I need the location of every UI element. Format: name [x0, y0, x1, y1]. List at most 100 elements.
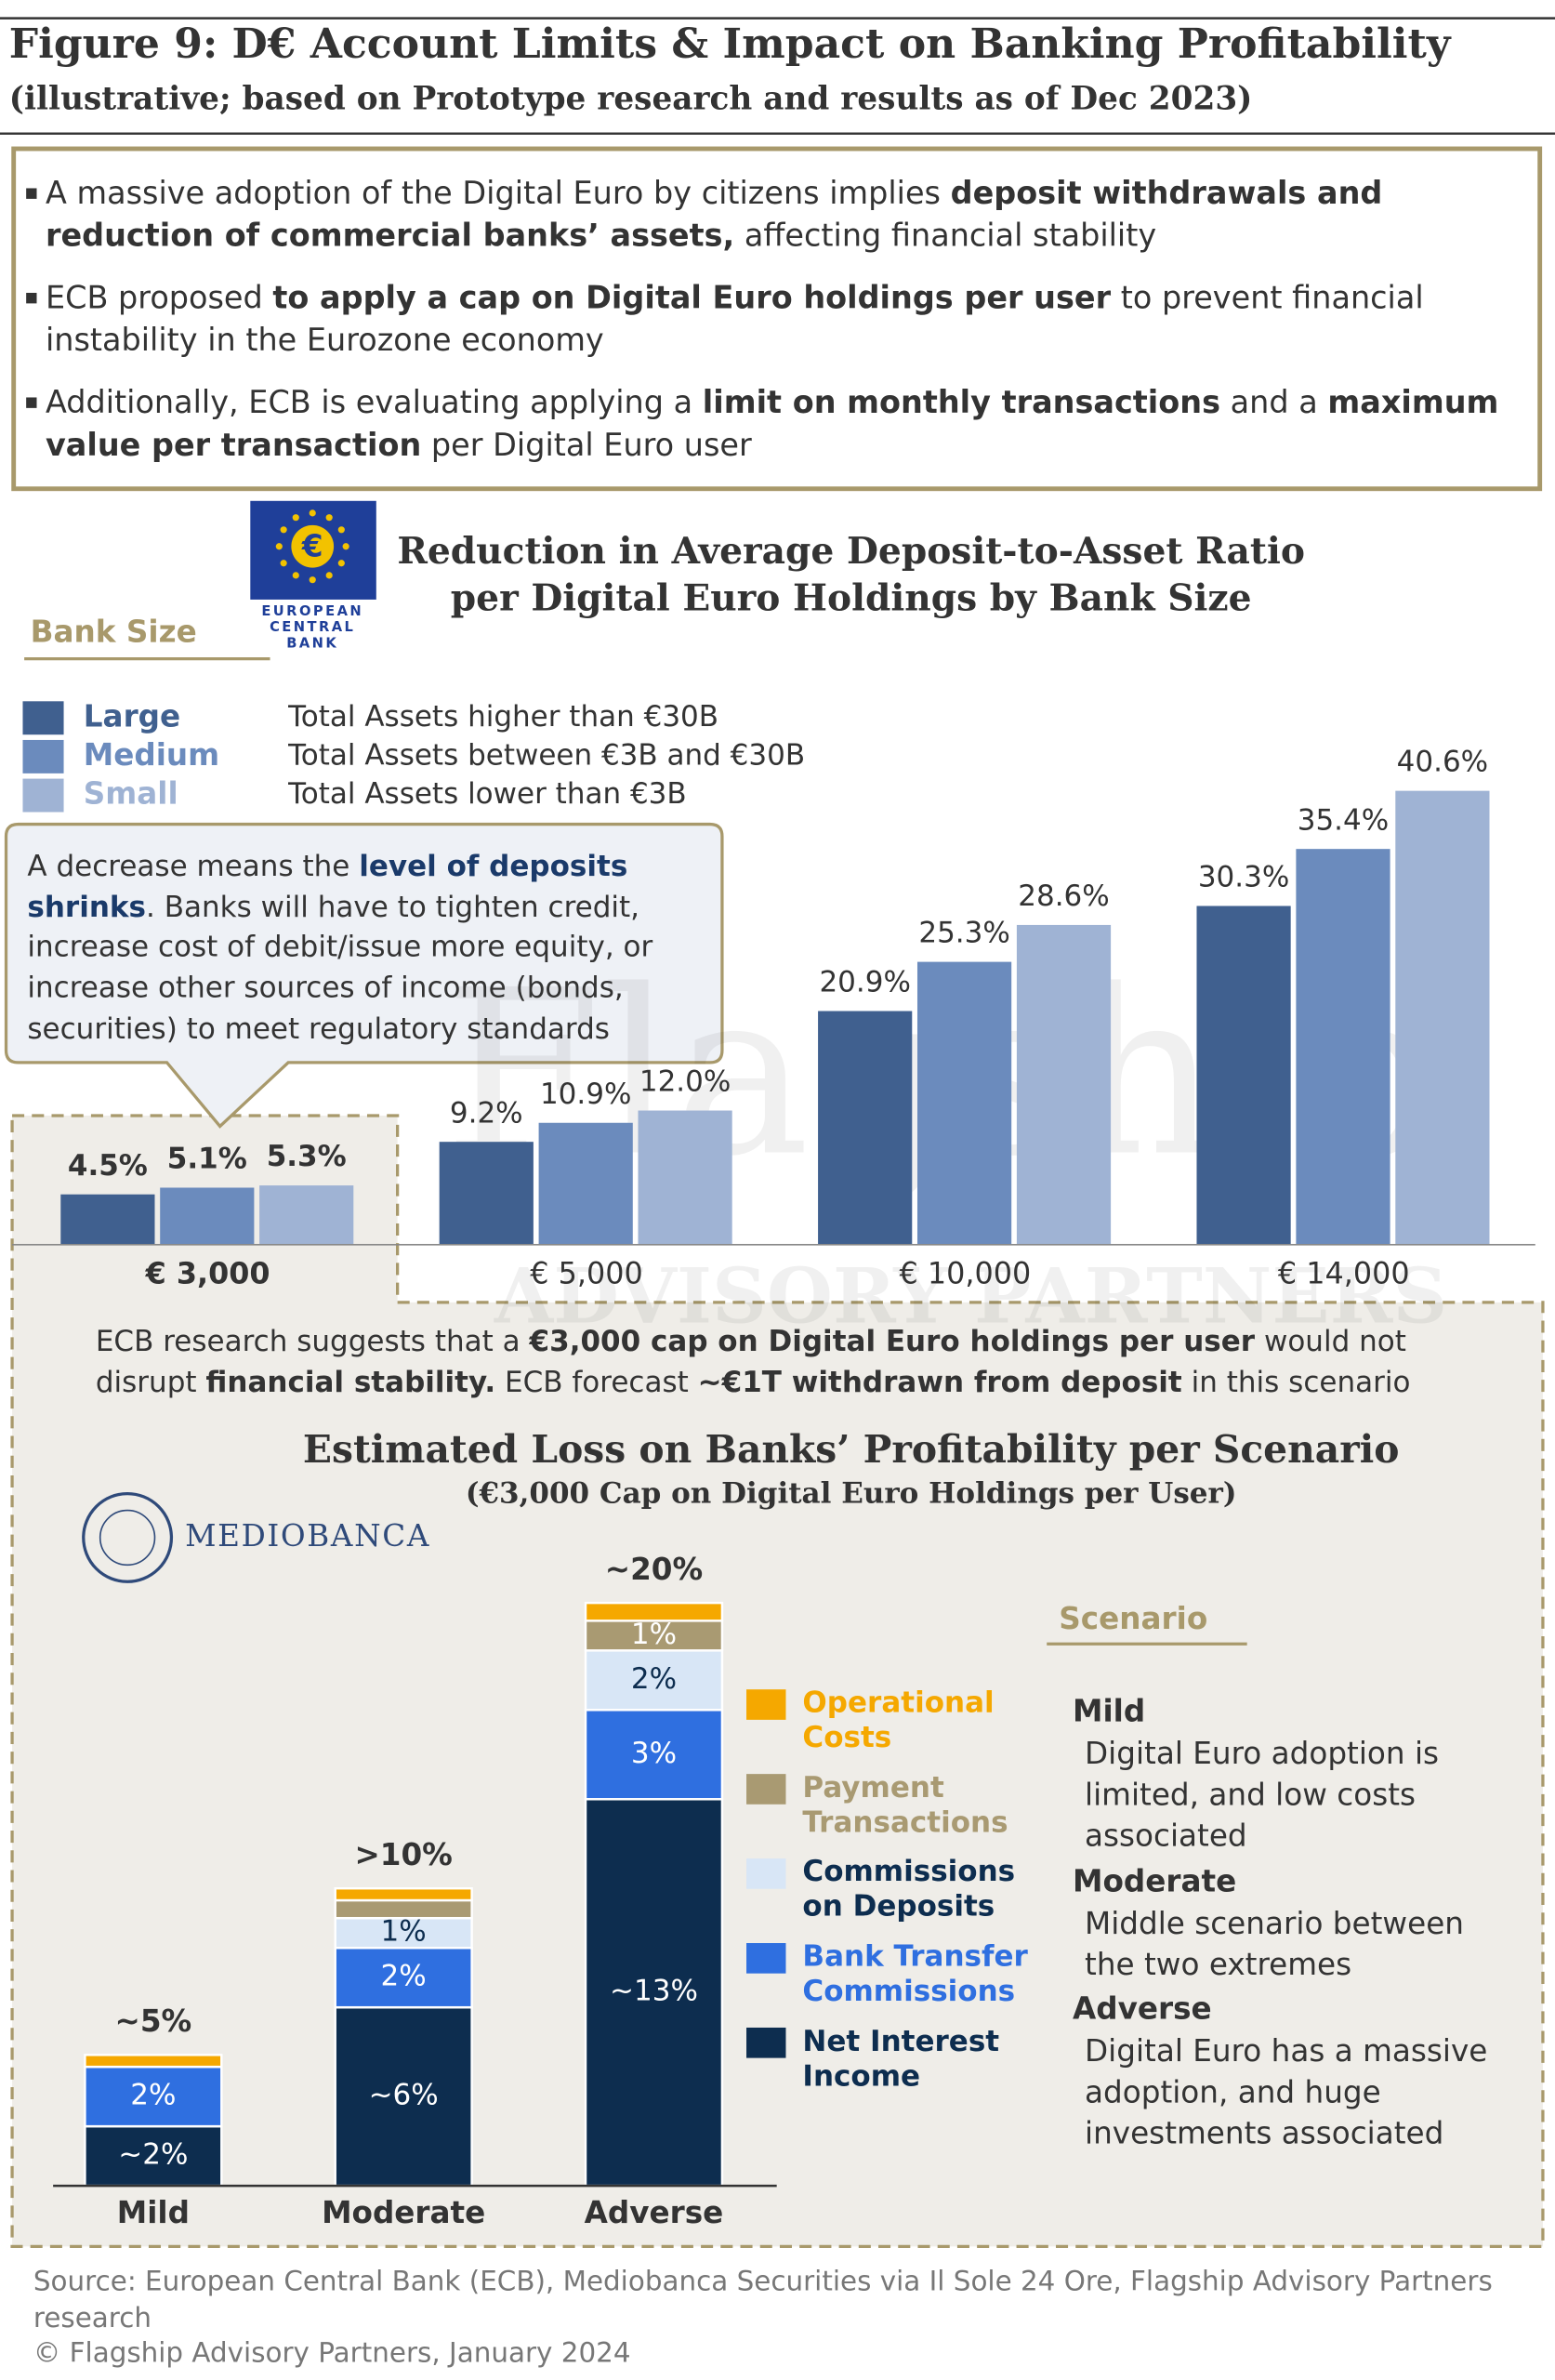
text: would not disrupt: [95, 1325, 1406, 1400]
x-tick-label: Mild: [117, 2195, 190, 2230]
text: Additionally, ECB is evaluating applying…: [45, 384, 703, 421]
scenario-name: Moderate: [1072, 1862, 1237, 1899]
legend-swatch: [746, 1774, 786, 1805]
bullet-text: A massive adoption of the Digital Euro b…: [46, 171, 1524, 256]
legend-label: Bank Transfer Commissions: [802, 1939, 1028, 2009]
bold-text: to apply a cap on Digital Euro holdings …: [272, 279, 1112, 316]
bar: [60, 1194, 155, 1245]
total-label: ~5%: [114, 2003, 191, 2039]
bar-segment: [334, 1946, 473, 2009]
text: in this scenario: [1181, 1366, 1411, 1400]
legend-swatch: [22, 701, 64, 735]
logo-star: [309, 509, 316, 517]
segment-label: ~13%: [610, 1975, 698, 2008]
logo-star: [280, 560, 287, 567]
value-label: 30.3%: [1198, 861, 1289, 894]
chart-subtitle: (€3,000 Cap on Digital Euro Holdings per…: [466, 1477, 1237, 1511]
bar-segment: [584, 1620, 724, 1652]
total-label: >10%: [354, 1837, 452, 1872]
segment-label: 3%: [631, 1737, 677, 1770]
source: Source: European Central Bank (ECB), Med…: [33, 2266, 1493, 2334]
text: A decrease means the: [27, 850, 360, 884]
legend-description: Total Assets between €3B and €30B: [287, 738, 805, 772]
logo-star: [292, 572, 299, 579]
logo-star: [280, 526, 287, 534]
segment-label: 1%: [631, 1618, 677, 1651]
logo-star: [337, 560, 345, 567]
legend-swatch: [746, 1858, 786, 1889]
bar: [538, 1122, 633, 1245]
text: and a: [1220, 384, 1328, 421]
x-tick-label: € 10,000: [900, 1255, 1032, 1290]
logo-circle: [291, 524, 335, 568]
text: . Banks will have to tighten credit, inc…: [27, 890, 653, 1046]
bar-segment: [334, 1886, 473, 1902]
value-label: 5.3%: [267, 1140, 347, 1173]
bar: [1395, 790, 1490, 1245]
legend-swatch: [22, 739, 64, 774]
bold-text: financial stability.: [205, 1366, 496, 1400]
mediobanca-logo: [82, 1491, 174, 1583]
chart-title: Reduction in Average Deposit-to-Asset Ra…: [397, 530, 1305, 573]
text: ECB forecast: [495, 1366, 698, 1400]
segment-label: 2%: [130, 2079, 176, 2112]
bold-text: maximum value per transaction: [45, 384, 1499, 463]
bold-text: level of deposits shrinks: [27, 850, 628, 924]
segment-label: 2%: [631, 1662, 677, 1696]
bold-text: deposit withdrawals and reduction of com…: [45, 174, 1383, 254]
bar: [439, 1142, 534, 1245]
logo-star: [309, 576, 316, 584]
legend-label: Medium: [84, 737, 219, 773]
logo-star: [325, 514, 333, 522]
logo-star: [337, 526, 345, 534]
chart-title: Estimated Loss on Banks’ Profitability p…: [303, 1427, 1400, 1472]
total-label: ~20%: [605, 1552, 703, 1587]
legend-label: Large: [84, 698, 180, 734]
legend-swatch: [22, 778, 64, 813]
x-tick-label: € 3,000: [145, 1255, 270, 1290]
scenario-description: Digital Euro has a massive adoption, and…: [1085, 2032, 1488, 2151]
bullet-marker: ▪: [24, 180, 39, 205]
note-text: ECB research suggests that a €3,000 cap …: [96, 1322, 1492, 1404]
segment-label: 1%: [381, 1915, 427, 1949]
value-label: 4.5%: [68, 1149, 148, 1183]
logo-ring: [82, 1491, 174, 1583]
bar-segment: [584, 1798, 724, 2188]
bold-text: ~€1T withdrawn from deposit: [697, 1366, 1182, 1400]
x-tick-label: € 14,000: [1278, 1255, 1410, 1290]
logo-text: CENTRAL: [270, 619, 355, 635]
legend-swatch: [746, 2027, 786, 2058]
x-tick-label: Adverse: [585, 2195, 724, 2230]
bar-segment: [584, 1649, 724, 1712]
value-label: 12.0%: [639, 1065, 731, 1099]
x-tick-label: € 5,000: [530, 1255, 642, 1290]
value-label: 40.6%: [1397, 746, 1488, 779]
bar-segment: [84, 2054, 223, 2069]
bullet-text: ECB proposed to apply a cap on Digital E…: [46, 276, 1524, 361]
bullet-box: [11, 146, 1543, 492]
legend-swatch: [746, 1689, 786, 1720]
bar: [1016, 924, 1112, 1245]
segment-label: 2%: [381, 1960, 427, 1993]
bar: [638, 1110, 732, 1245]
bar: [818, 1011, 913, 1245]
text: A massive adoption of the Digital Euro b…: [45, 174, 951, 211]
bar: [160, 1187, 255, 1245]
legend-label: Net Interest Income: [802, 2024, 1000, 2094]
bullet-marker: ▪: [24, 284, 39, 311]
bar-segment: [334, 1916, 473, 1950]
logo-star: [342, 543, 349, 550]
scenario-description: Middle scenario between the two extremes: [1085, 1905, 1464, 1983]
legend-title: Bank Size: [30, 613, 197, 650]
bar-segment: [334, 1898, 473, 1920]
bold-text: limit on monthly transactions: [702, 384, 1221, 421]
legend-title: Scenario: [1059, 1599, 1208, 1637]
legend-description: Total Assets higher than €30B: [287, 700, 718, 734]
value-label: 10.9%: [540, 1078, 631, 1111]
legend-label: Operational Costs: [802, 1686, 995, 1755]
copyright: © Flagship Advisory Partners, January 20…: [33, 2337, 631, 2370]
legend-label: Payment Transactions: [802, 1770, 1008, 1840]
